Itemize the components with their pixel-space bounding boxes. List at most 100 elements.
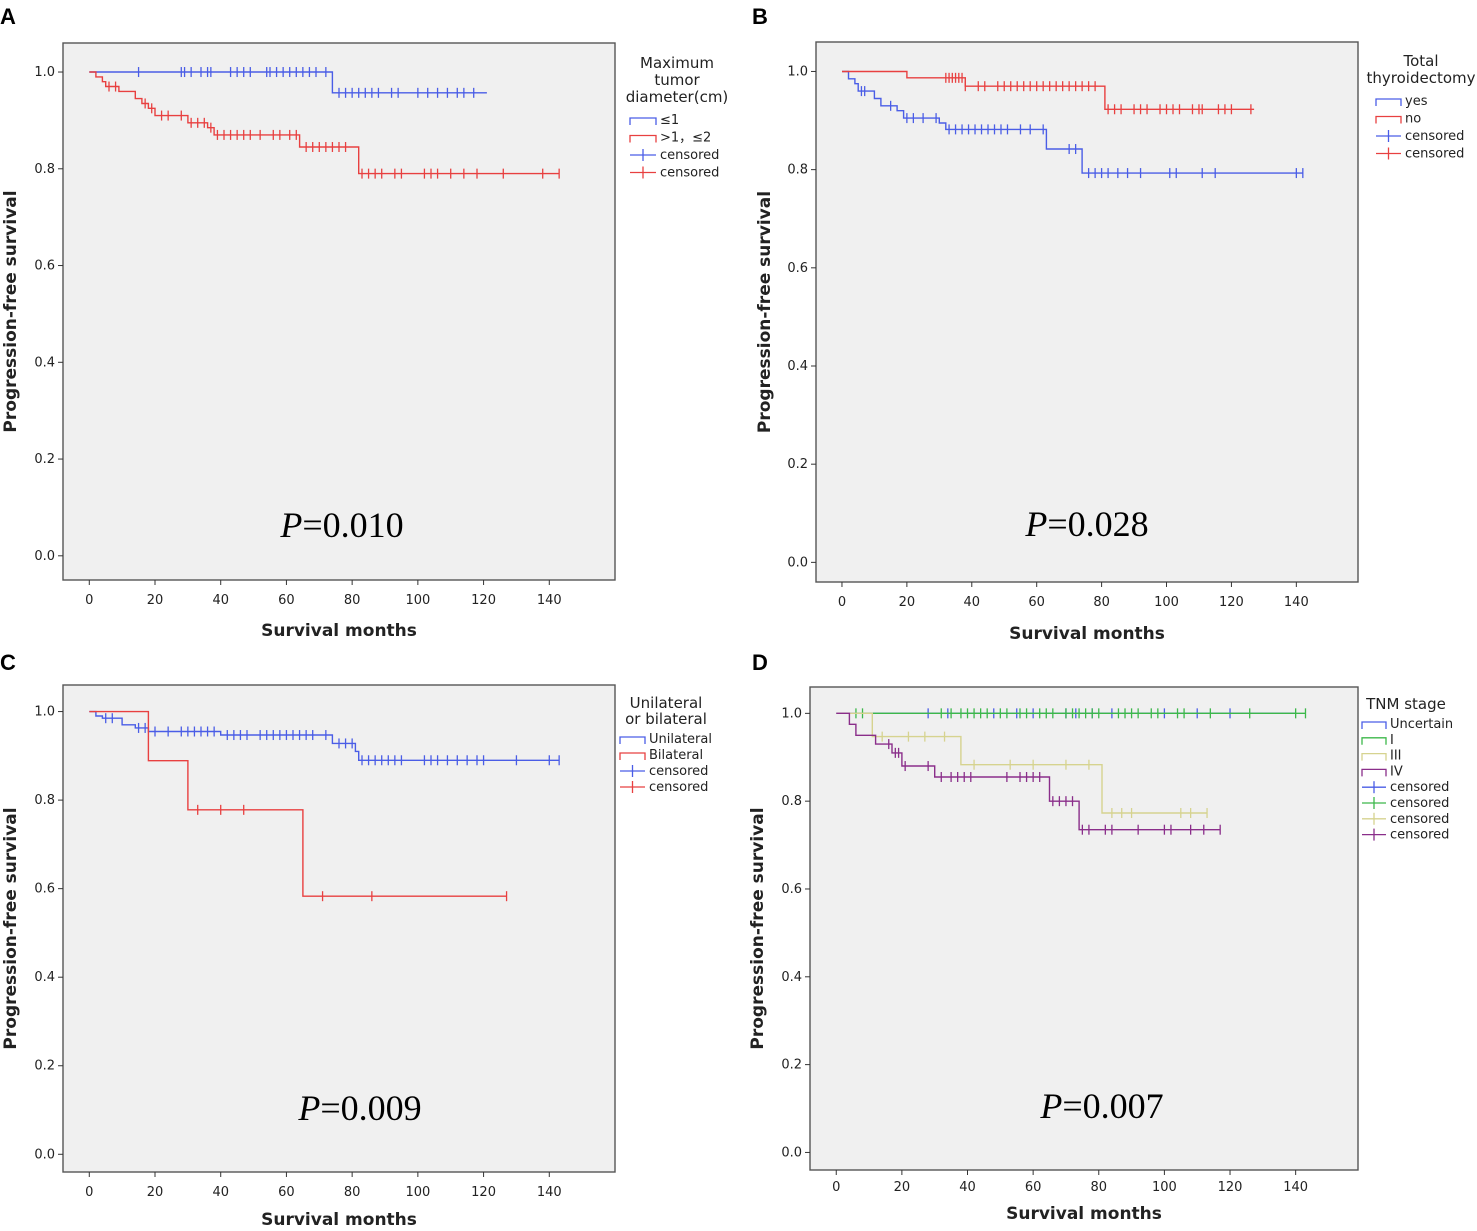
y-axis-title: Progression-free survival	[748, 807, 768, 1049]
y-tick-label: 0.0	[34, 549, 55, 564]
x-axis-title: Survival months	[1009, 624, 1165, 644]
x-tick-label: 80	[344, 1185, 361, 1200]
legend-label: Unilateral	[649, 732, 712, 747]
y-axis-title: Progression-free survival	[1, 190, 21, 432]
legend-label: Uncertain	[1390, 717, 1453, 732]
legend-label: III	[1390, 749, 1402, 764]
legend-title: diameter(cm)	[626, 88, 729, 106]
x-tick-label: 120	[1218, 1180, 1243, 1195]
x-tick-label: 40	[212, 1185, 229, 1200]
panel-c: C 0.0 0.2 0.4 0.6 0.8 1.0 0 20 40 60 80 100 120 140 Sur…	[0, 650, 712, 1230]
x-tick-label: 0	[85, 1185, 93, 1200]
series-2	[842, 70, 1255, 115]
y-tick-label: 0.2	[787, 457, 808, 472]
panel-letter: C	[0, 650, 16, 675]
legend-swatch-step	[1375, 98, 1402, 106]
series-1	[842, 70, 1304, 179]
y-tick-label: 0.4	[34, 970, 55, 985]
x-tick-label: 100	[1152, 1180, 1177, 1195]
y-tick-label: 0.6	[781, 882, 802, 897]
legend-label: >1，≤2	[660, 131, 711, 146]
plot-area	[815, 41, 1359, 583]
panel-letter: B	[752, 4, 768, 29]
x-tick-label: 60	[278, 593, 295, 608]
y-tick-label: 0.8	[787, 163, 808, 178]
y-tick-label: 0.2	[34, 452, 55, 467]
x-tick-label: 140	[537, 1185, 562, 1200]
x-tick-label: 0	[838, 595, 846, 610]
series-3	[836, 712, 1208, 819]
y-tick-label: 0.8	[34, 793, 55, 808]
series-2	[89, 710, 508, 902]
km-curve	[836, 712, 1221, 831]
y-tick-label: 0.6	[787, 261, 808, 276]
x-tick-label: 100	[405, 593, 430, 608]
legend-swatch-step	[1361, 752, 1387, 761]
y-tick-label: 0.6	[34, 259, 55, 274]
panel-a: A 0.0 0.2 0.4 0.6 0.8 1.0 0 20 40 60 80 100 120 140 Sur…	[0, 4, 728, 641]
km-curve	[836, 712, 1208, 814]
legend-title: thyroidectomy	[1367, 69, 1476, 87]
x-axis-title: Survival months	[261, 621, 417, 641]
y-tick-label: 0.2	[781, 1058, 802, 1073]
x-tick-label: 80	[1090, 1180, 1107, 1195]
x-tick-label: 20	[894, 1180, 911, 1195]
y-tick-label: 0.4	[787, 359, 808, 374]
plot-area	[62, 42, 616, 581]
y-tick-label: 1.0	[34, 65, 55, 80]
x-tick-label: 40	[212, 593, 229, 608]
panel-letter: D	[752, 650, 768, 675]
series-4	[836, 712, 1221, 835]
x-axis-title: Survival months	[261, 1210, 417, 1230]
panel-b: B 0.0 0.2 0.4 0.6 0.8 1.0 0 20 40 60 80 100 120 140 Sur…	[752, 4, 1476, 644]
legend: TNM stageUncertainIIIIIVcensoredcensored…	[1361, 695, 1453, 843]
y-axis-title: Progression-free survival	[1, 807, 21, 1049]
panel-d: D 0.0 0.2 0.4 0.6 0.8 1.0 0 20 40 60 80 100 120 140 Sur…	[748, 650, 1453, 1224]
legend-swatch-step	[1375, 115, 1402, 124]
legend-title: tumor	[654, 71, 700, 89]
x-tick-label: 140	[1283, 1180, 1308, 1195]
x-tick-label: 120	[471, 593, 496, 608]
x-tick-label: 80	[344, 593, 361, 608]
y-tick-label: 0.0	[781, 1145, 802, 1160]
plot-area	[809, 686, 1359, 1171]
legend-label: IV	[1390, 764, 1403, 779]
x-tick-label: 20	[147, 1185, 164, 1200]
plot-area	[62, 684, 616, 1173]
legend-title: or bilateral	[625, 710, 707, 728]
km-curve	[89, 710, 507, 897]
p-value: P=0.007	[1039, 1086, 1163, 1126]
p-value-symbol: P	[1039, 1086, 1062, 1126]
series-2	[855, 708, 1307, 719]
p-value-symbol: P	[297, 1088, 320, 1128]
x-tick-label: 0	[85, 593, 93, 608]
legend-label: censored	[1405, 129, 1464, 144]
legend-label: censored	[1390, 828, 1449, 843]
legend-swatch-step	[619, 752, 646, 760]
legend-label: censored	[1390, 796, 1449, 811]
x-tick-label: 80	[1093, 595, 1110, 610]
legend-swatch-step	[619, 736, 646, 744]
km-curve	[89, 71, 560, 175]
legend-label: ≤1	[660, 113, 679, 128]
legend-title: Unilateral	[630, 694, 703, 712]
x-tick-label: 20	[899, 595, 916, 610]
y-tick-label: 0.0	[787, 555, 808, 570]
x-tick-label: 60	[1025, 1180, 1042, 1195]
series-2	[89, 71, 560, 179]
x-tick-label: 40	[964, 595, 981, 610]
x-tick-label: 60	[1028, 595, 1045, 610]
x-tick-label: 40	[959, 1180, 976, 1195]
km-curve	[842, 70, 1303, 174]
y-tick-label: 0.4	[34, 355, 55, 370]
y-tick-label: 0.2	[34, 1059, 55, 1074]
legend-title: TNM stage	[1365, 695, 1446, 713]
legend-title: Total	[1402, 52, 1438, 70]
legend-label: censored	[1390, 812, 1449, 827]
x-tick-label: 20	[147, 593, 164, 608]
p-value-number: =0.007	[1062, 1086, 1163, 1126]
p-value-symbol: P	[279, 505, 302, 545]
legend-label: I	[1390, 733, 1394, 748]
